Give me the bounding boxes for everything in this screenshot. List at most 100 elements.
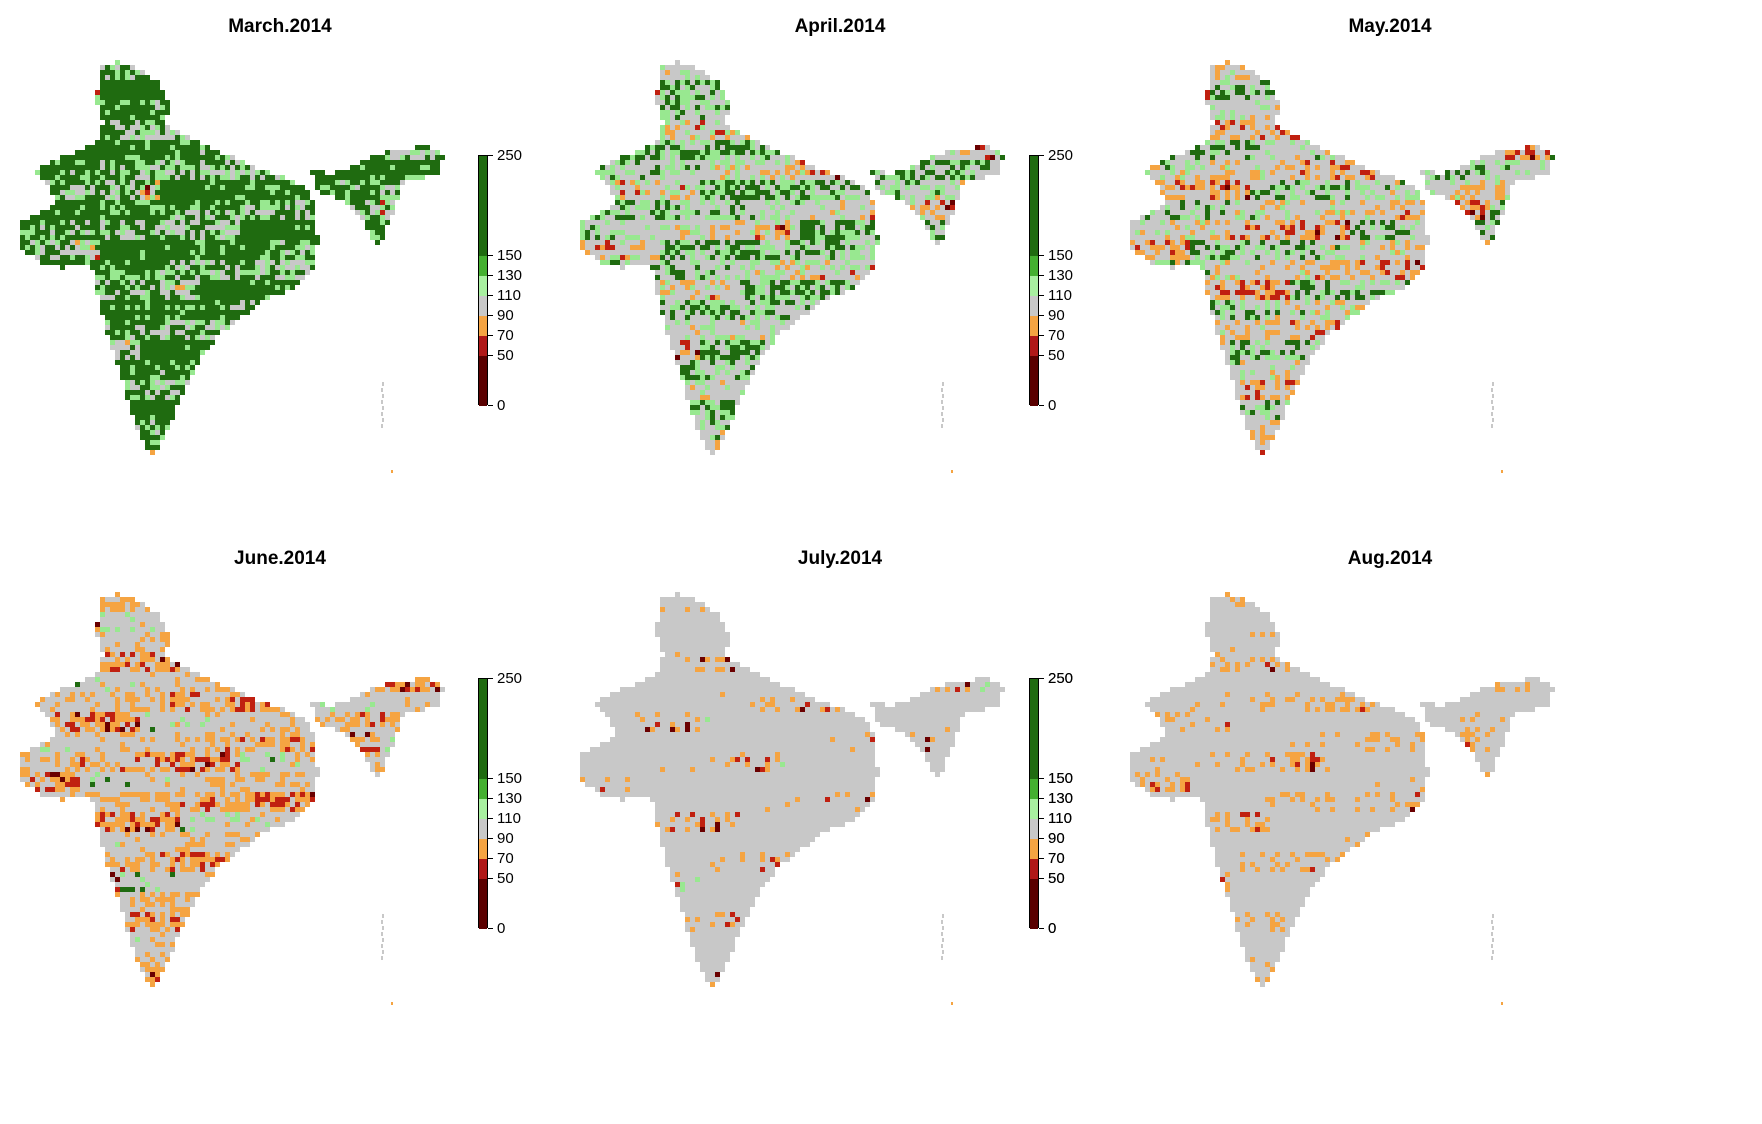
legend-color-segment	[1030, 819, 1038, 839]
legend-tick-mark	[488, 838, 493, 839]
legend-tick-label: 50	[1048, 347, 1065, 364]
legend-tick-mark	[1039, 778, 1044, 779]
legend-color-segment	[1030, 779, 1038, 799]
legend-tick-mark	[488, 818, 493, 819]
legend-color-segment	[479, 356, 487, 406]
map-panel: June.2014 250 150 130 110 90 70 50 0	[0, 532, 560, 1072]
legend-tick-label: 130	[1048, 267, 1074, 284]
legend-tick-label: 150	[497, 770, 523, 787]
legend-tick-label: 70	[1048, 327, 1065, 344]
legend-color-bar	[478, 678, 488, 929]
legend-color-segment	[479, 316, 487, 336]
legend-tick-mark	[1039, 275, 1044, 276]
legend-tick-label: 250	[1048, 147, 1074, 164]
legend-tick-mark	[1039, 858, 1044, 859]
legend-tick-label: 0	[1048, 920, 1057, 937]
legend-color-segment	[1030, 799, 1038, 819]
india-map	[1130, 592, 1555, 1005]
legend-tick-label: 50	[497, 347, 514, 364]
legend-color-segment	[479, 156, 487, 256]
legend-color-segment	[1030, 316, 1038, 336]
india-map	[20, 60, 445, 473]
legend-tick-label: 90	[497, 830, 514, 847]
legend-color-bar	[478, 155, 488, 406]
legend-tick-label: 150	[1048, 770, 1074, 787]
legend-tick-mark	[488, 798, 493, 799]
legend-tick-label: 130	[1048, 790, 1074, 807]
legend-color-segment	[479, 779, 487, 799]
legend-tick-mark	[488, 778, 493, 779]
legend-color-segment	[479, 839, 487, 859]
legend-tick-label: 250	[497, 147, 523, 164]
legend-tick-label: 110	[1048, 810, 1072, 827]
legend-tick-label: 70	[497, 850, 514, 867]
panel-title: April.2014	[794, 16, 886, 37]
legend-tick-mark	[488, 255, 493, 256]
legend-tick-label: 90	[1048, 830, 1065, 847]
legend-color-segment	[479, 819, 487, 839]
legend-tick-label: 110	[497, 810, 521, 827]
legend-color-segment	[479, 276, 487, 296]
legend-tick-label: 70	[497, 327, 514, 344]
legend-color-segment	[479, 799, 487, 819]
legend-color-segment	[1030, 296, 1038, 316]
legend-tick-mark	[1039, 928, 1044, 929]
legend-tick-label: 130	[497, 790, 523, 807]
legend-tick-mark	[1039, 295, 1044, 296]
panel-title: March.2014	[228, 16, 332, 37]
legend-tick-mark	[1039, 315, 1044, 316]
legend-tick-mark	[1039, 798, 1044, 799]
legend-tick-label: 50	[1048, 870, 1065, 887]
legend-color-segment	[479, 859, 487, 879]
legend-tick-mark	[1039, 155, 1044, 156]
legend-tick-mark	[488, 275, 493, 276]
legend-tick-mark	[488, 355, 493, 356]
map-panel: March.2014 250 150 130 110 90 70 50 0	[0, 0, 560, 540]
india-map	[580, 592, 1005, 1005]
legend-color-segment	[1030, 256, 1038, 276]
map-panel: April.2014 250 150 130 110 90 70 50 0	[560, 0, 1120, 540]
legend-color-segment	[1030, 839, 1038, 859]
legend-tick-label: 90	[1048, 307, 1065, 324]
legend-color-segment	[1030, 356, 1038, 406]
legend-tick-mark	[1039, 818, 1044, 819]
legend-tick-mark	[488, 315, 493, 316]
legend-tick-label: 0	[1048, 920, 1057, 937]
legend-tick-mark	[488, 928, 493, 929]
legend-tick-label: 50	[497, 870, 514, 887]
legend-tick-mark	[488, 335, 493, 336]
legend-tick-mark	[488, 295, 493, 296]
legend-color-segment	[479, 336, 487, 356]
legend-tick-label: 0	[497, 397, 506, 414]
panel-title: Aug.2014	[1347, 548, 1433, 569]
legend-tick-label: 90	[1048, 830, 1065, 847]
legend-color-segment	[1030, 336, 1038, 356]
legend-color-bar	[1029, 155, 1039, 406]
legend-tick-label: 250	[1048, 670, 1074, 687]
legend-color-segment	[479, 296, 487, 316]
legend-tick-label: 130	[1048, 790, 1074, 807]
legend-tick-label: 110	[1048, 287, 1072, 304]
legend-tick-label: 0	[497, 920, 506, 937]
legend-tick-label: 0	[1048, 397, 1057, 414]
panel-title: July.2014	[797, 548, 883, 569]
legend-color-segment	[1030, 276, 1038, 296]
legend-color-segment	[1030, 679, 1038, 779]
legend-tick-mark	[488, 405, 493, 406]
legend-tick-mark	[1039, 678, 1044, 679]
legend-tick-mark	[488, 678, 493, 679]
legend-tick-label: 150	[497, 247, 523, 264]
legend-tick-mark	[1039, 355, 1044, 356]
panel-title: May.2014	[1348, 16, 1432, 37]
legend-color-segment	[1030, 879, 1038, 929]
legend-tick-label: 70	[1048, 850, 1065, 867]
india-map	[20, 592, 445, 1005]
map-panel: May.2014	[1110, 0, 1670, 540]
india-map	[580, 60, 1005, 473]
legend-tick-label: 130	[497, 267, 523, 284]
legend-color-bar	[1029, 678, 1039, 929]
legend-color-segment	[479, 679, 487, 779]
legend-color-segment	[1030, 156, 1038, 256]
panel-title: June.2014	[234, 548, 326, 569]
legend-tick-label: 250	[497, 670, 523, 687]
